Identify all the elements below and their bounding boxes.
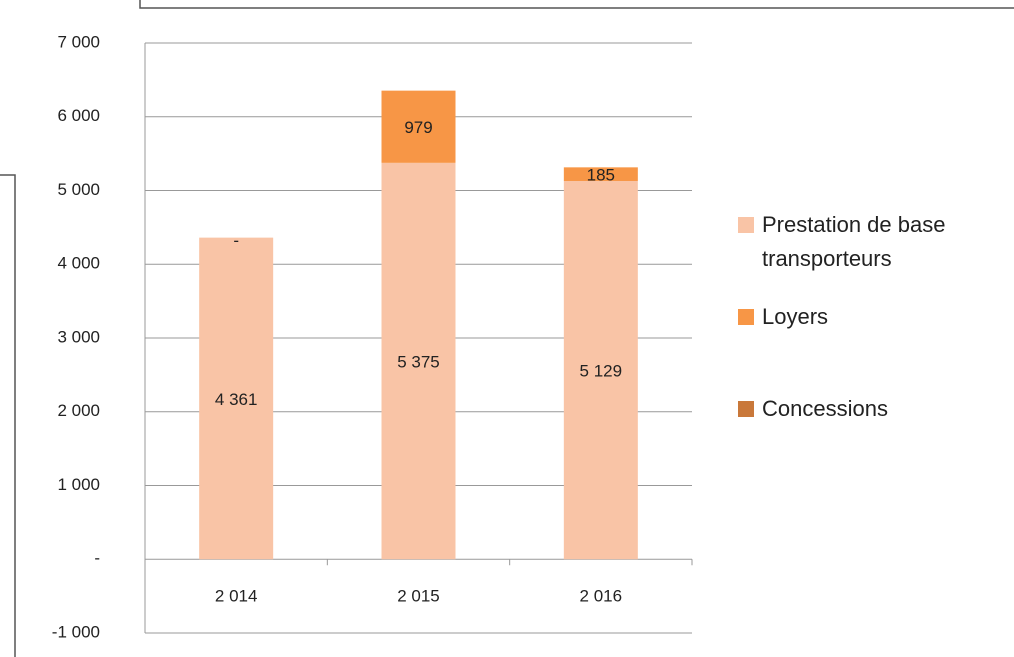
legend-label: Concessions — [762, 396, 888, 421]
y-tick-label: 4 000 — [57, 254, 100, 273]
legend-swatch — [738, 217, 754, 233]
legend-label: Loyers — [762, 304, 829, 329]
legend-swatch — [738, 401, 754, 417]
y-tick-label: 2 000 — [57, 401, 100, 420]
legend-swatch — [738, 309, 754, 325]
bar-segment — [381, 162, 456, 560]
y-tick-label: -1 000 — [52, 622, 100, 641]
bar-segment — [381, 90, 456, 163]
legend-item: Concessions — [738, 392, 1008, 426]
legend-item: Prestation de base transporteurs — [738, 208, 1008, 276]
y-tick-label: 7 000 — [57, 32, 100, 51]
x-tick-label: 2 016 — [580, 587, 623, 606]
y-tick-label: 6 000 — [57, 106, 100, 125]
y-tick-label: 3 000 — [57, 327, 100, 346]
frame-line — [139, 0, 1014, 9]
data-label: 185 — [587, 166, 615, 185]
x-tick-label: 2 014 — [215, 587, 258, 606]
frame-line — [0, 174, 16, 657]
data-label: - — [233, 231, 239, 250]
y-tick-label: 1 000 — [57, 475, 100, 494]
data-label: 5 129 — [580, 362, 623, 381]
bar-segment — [563, 167, 638, 181]
y-tick-label: - — [94, 549, 100, 568]
data-label: 4 361 — [215, 390, 258, 409]
data-label: 5 375 — [397, 353, 440, 372]
x-tick-label: 2 015 — [397, 587, 440, 606]
legend-item: Loyers — [738, 300, 1008, 334]
legend-label: Prestation de base transporteurs — [762, 212, 946, 271]
bar-segment — [563, 180, 638, 560]
bar-segment — [199, 237, 274, 560]
data-label: 979 — [404, 118, 432, 137]
y-tick-label: 5 000 — [57, 180, 100, 199]
